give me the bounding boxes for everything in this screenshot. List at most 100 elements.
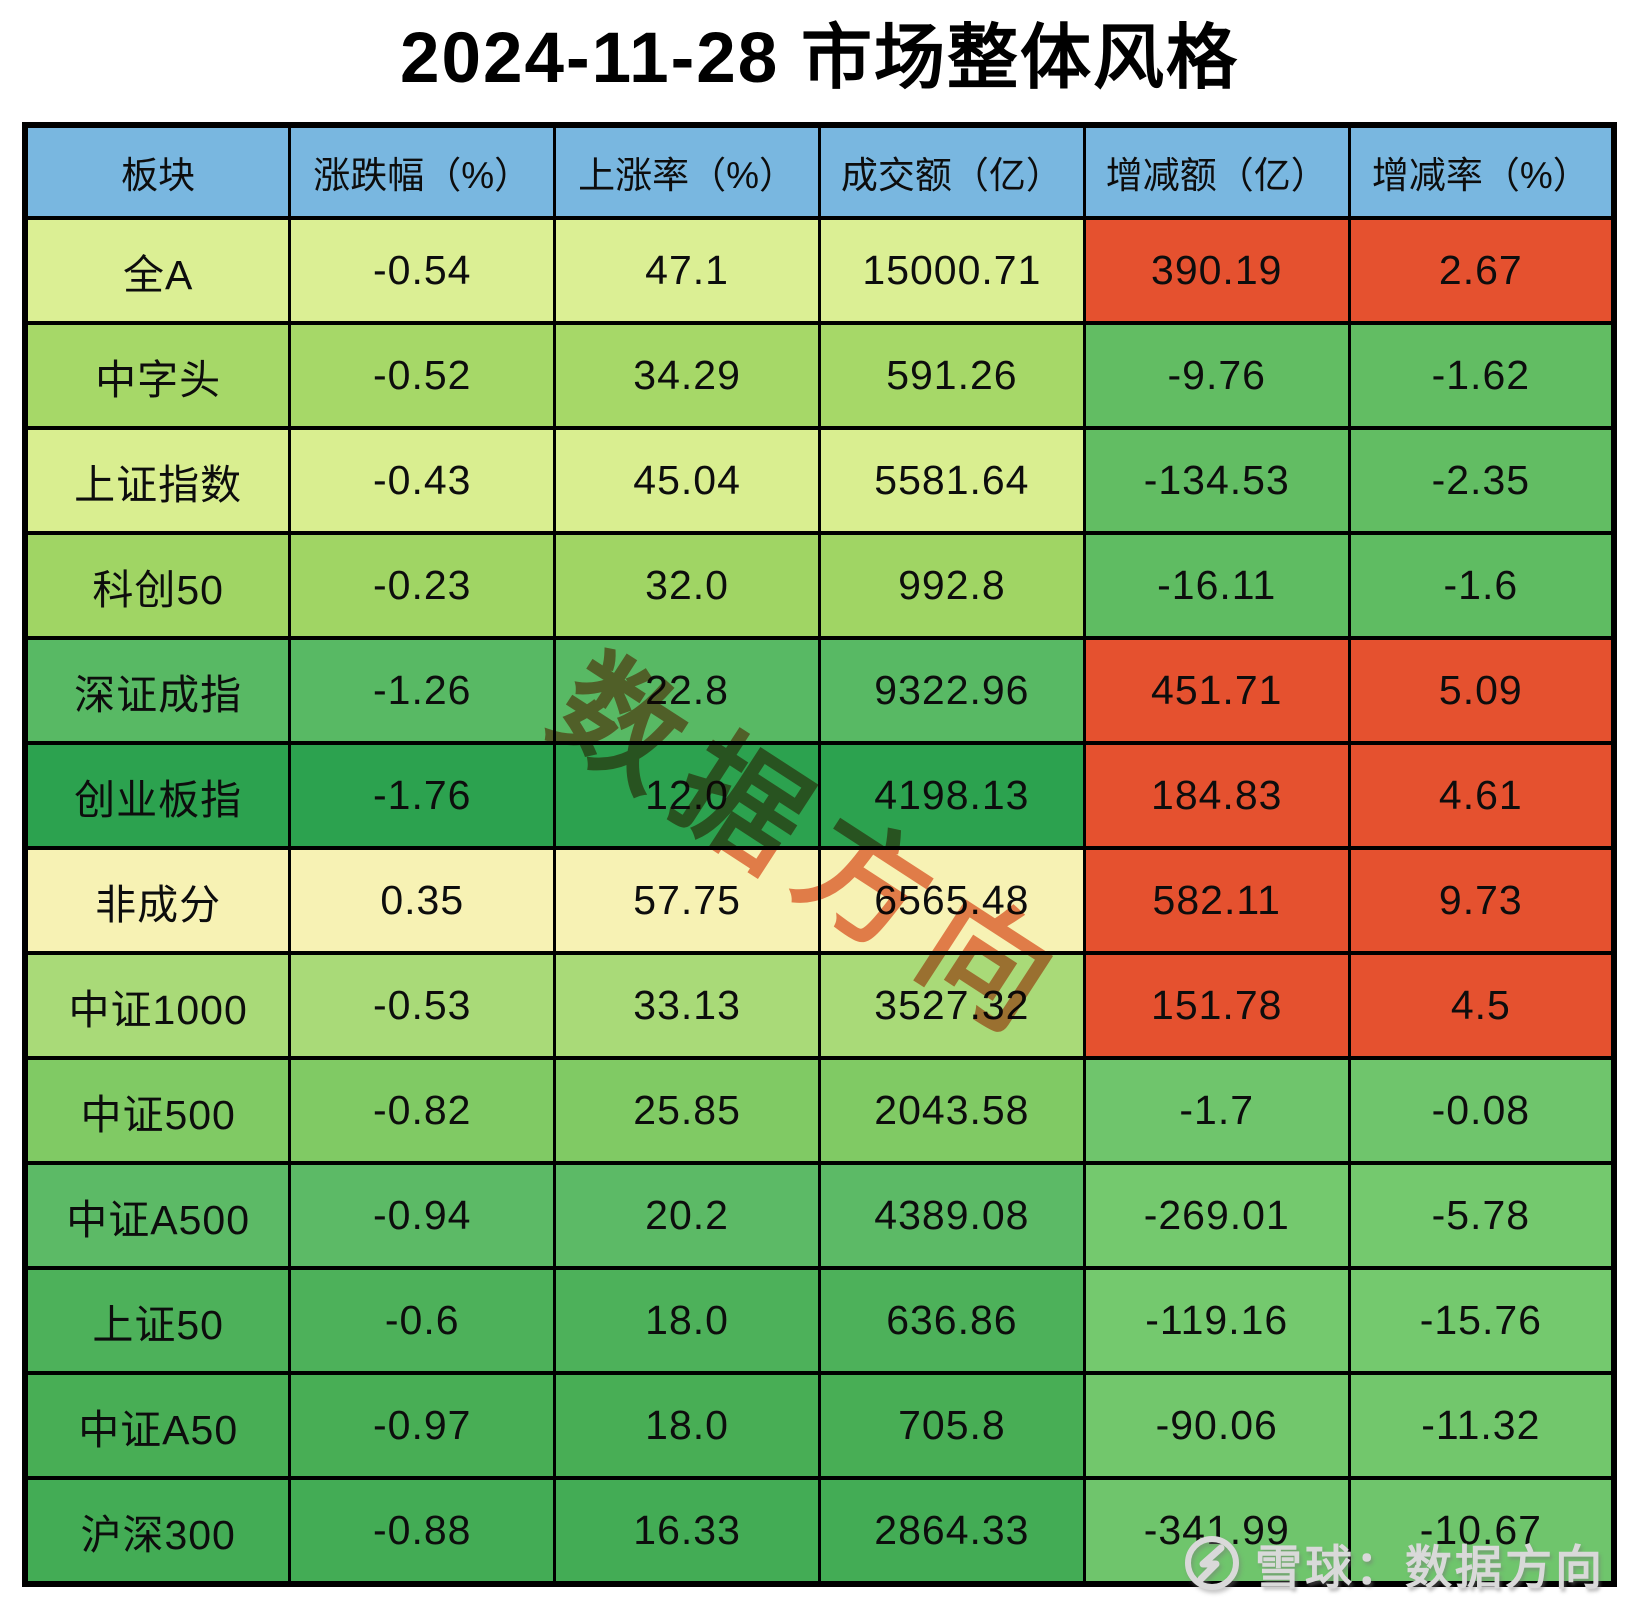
cell-up-rate: 16.33 [553,1476,821,1586]
cell-turnover: 4198.13 [817,741,1086,850]
cell-sector: 中证A50 [23,1371,292,1480]
cell-up-rate: 57.75 [553,846,821,955]
cell-sector: 深证成指 [23,636,292,745]
cell-change-pct: -1.26 [288,636,557,745]
cell-delta-rate: -1.62 [1347,321,1616,430]
cell-turnover: 5581.64 [817,426,1086,535]
cell-change-pct: -0.82 [288,1056,557,1165]
table-row: 中证A500 -0.94 20.2 4389.08 -269.01 -5.78 [23,1161,1616,1270]
cell-delta-amount: 451.71 [1082,636,1351,745]
cell-delta-rate: -10.67 [1347,1476,1616,1586]
cell-change-pct: -0.54 [288,216,557,325]
cell-change-pct: -0.52 [288,321,557,430]
cell-turnover: 636.86 [817,1266,1086,1375]
column-header-1: 涨跌幅（%） [288,123,557,220]
cell-delta-amount: -9.76 [1082,321,1351,430]
cell-sector: 科创50 [23,531,292,640]
cell-delta-amount: -119.16 [1082,1266,1351,1375]
table-row: 中证A50 -0.97 18.0 705.8 -90.06 -11.32 [23,1371,1616,1480]
table-row: 创业板指 -1.76 12.0 4198.13 184.83 4.61 [23,741,1616,850]
page-title: 2024-11-28 市场整体风格 [400,19,1239,98]
xueqiu-watermark-text: 雪球：数据方向 [1255,1540,1605,1594]
cell-change-pct: -0.23 [288,531,557,640]
cell-up-rate: 32.0 [553,531,821,640]
cell-delta-rate: -2.35 [1347,426,1616,535]
cell-delta-amount: -16.11 [1082,531,1351,640]
xueqiu-snowball-icon [1185,1536,1239,1590]
table-row: 上证指数 -0.43 45.04 5581.64 -134.53 -2.35 [23,426,1616,535]
market-style-table: 板块 涨跌幅（%） 上涨率（%） 成交额（亿） 增减额（亿） 增减率（%） 全A -0.54… [22,122,1617,1587]
column-header-0: 板块 [23,123,292,220]
cell-up-rate: 20.2 [553,1161,821,1270]
cell-up-rate: 25.85 [553,1056,821,1165]
cell-change-pct: -1.76 [288,741,557,850]
cell-sector: 中证500 [23,1056,292,1165]
cell-delta-rate: 4.5 [1347,951,1616,1060]
cell-turnover: 9322.96 [817,636,1086,745]
cell-delta-rate: -11.32 [1347,1371,1616,1480]
cell-turnover: 591.26 [817,321,1086,430]
cell-turnover: 2043.58 [817,1056,1086,1165]
cell-delta-amount: 151.78 [1082,951,1351,1060]
cell-sector: 上证指数 [23,426,292,535]
cell-turnover: 992.8 [817,531,1086,640]
table-row: 科创50 -0.23 32.0 992.8 -16.11 -1.6 [23,531,1616,640]
cell-turnover: 4389.08 [817,1161,1086,1270]
table-row: 全A -0.54 47.1 15000.71 390.19 2.67 [23,216,1616,325]
cell-delta-amount: 582.11 [1082,846,1351,955]
cell-change-pct: -0.97 [288,1371,557,1480]
table-header-row: 板块 涨跌幅（%） 上涨率（%） 成交额（亿） 增减额（亿） 增减率（%） [23,123,1616,220]
cell-turnover: 6565.48 [817,846,1086,955]
cell-turnover: 2864.33 [817,1476,1086,1586]
cell-sector: 中证1000 [23,951,292,1060]
table-row: 沪深300 -0.88 16.33 2864.33 -341.99 -10.67 [23,1476,1616,1586]
cell-delta-amount: -269.01 [1082,1161,1351,1270]
cell-up-rate: 12.0 [553,741,821,850]
cell-delta-rate: -5.78 [1347,1161,1616,1270]
cell-change-pct: -0.88 [288,1476,557,1586]
table-row: 非成分 0.35 57.75 6565.48 582.11 9.73 [23,846,1616,955]
cell-delta-rate: 4.61 [1347,741,1616,850]
cell-delta-rate: -1.6 [1347,531,1616,640]
cell-delta-rate: 5.09 [1347,636,1616,745]
cell-up-rate: 47.1 [553,216,821,325]
cell-turnover: 15000.71 [817,216,1086,325]
table-row: 中证1000 -0.53 33.13 3527.32 151.78 4.5 [23,951,1616,1060]
cell-delta-rate: -15.76 [1347,1266,1616,1375]
cell-delta-amount: 184.83 [1082,741,1351,850]
cell-sector: 中字头 [23,321,292,430]
table-row: 中字头 -0.52 34.29 591.26 -9.76 -1.62 [23,321,1616,430]
cell-change-pct: -0.6 [288,1266,557,1375]
cell-sector: 创业板指 [23,741,292,850]
cell-up-rate: 18.0 [553,1266,821,1375]
cell-up-rate: 18.0 [553,1371,821,1480]
cell-delta-amount: -134.53 [1082,426,1351,535]
cell-change-pct: -0.94 [288,1161,557,1270]
cell-sector: 上证50 [23,1266,292,1375]
cell-up-rate: 45.04 [553,426,821,535]
cell-turnover: 3527.32 [817,951,1086,1060]
xueqiu-watermark: 雪球：数据方向 [1183,1532,1605,1594]
column-header-2: 上涨率（%） [553,123,821,220]
column-header-5: 增减率（%） [1347,123,1616,220]
cell-change-pct: -0.43 [288,426,557,535]
column-header-4: 增减额（亿） [1082,123,1351,220]
cell-change-pct: -0.53 [288,951,557,1060]
cell-sector: 中证A500 [23,1161,292,1270]
cell-delta-amount: -90.06 [1082,1371,1351,1480]
cell-delta-amount: -1.7 [1082,1056,1351,1165]
cell-delta-rate: 2.67 [1347,216,1616,325]
table-row: 深证成指 -1.26 22.8 9322.96 451.71 5.09 [23,636,1616,745]
cell-change-pct: 0.35 [288,846,557,955]
cell-sector: 沪深300 [23,1476,292,1586]
cell-sector: 全A [23,216,292,325]
cell-up-rate: 34.29 [553,321,821,430]
cell-turnover: 705.8 [817,1371,1086,1480]
table-row: 中证500 -0.82 25.85 2043.58 -1.7 -0.08 [23,1056,1616,1165]
table-row: 上证50 -0.6 18.0 636.86 -119.16 -15.76 [23,1266,1616,1375]
cell-delta-rate: -0.08 [1347,1056,1616,1165]
cell-delta-amount: 390.19 [1082,216,1351,325]
cell-up-rate: 33.13 [553,951,821,1060]
cell-up-rate: 22.8 [553,636,821,745]
